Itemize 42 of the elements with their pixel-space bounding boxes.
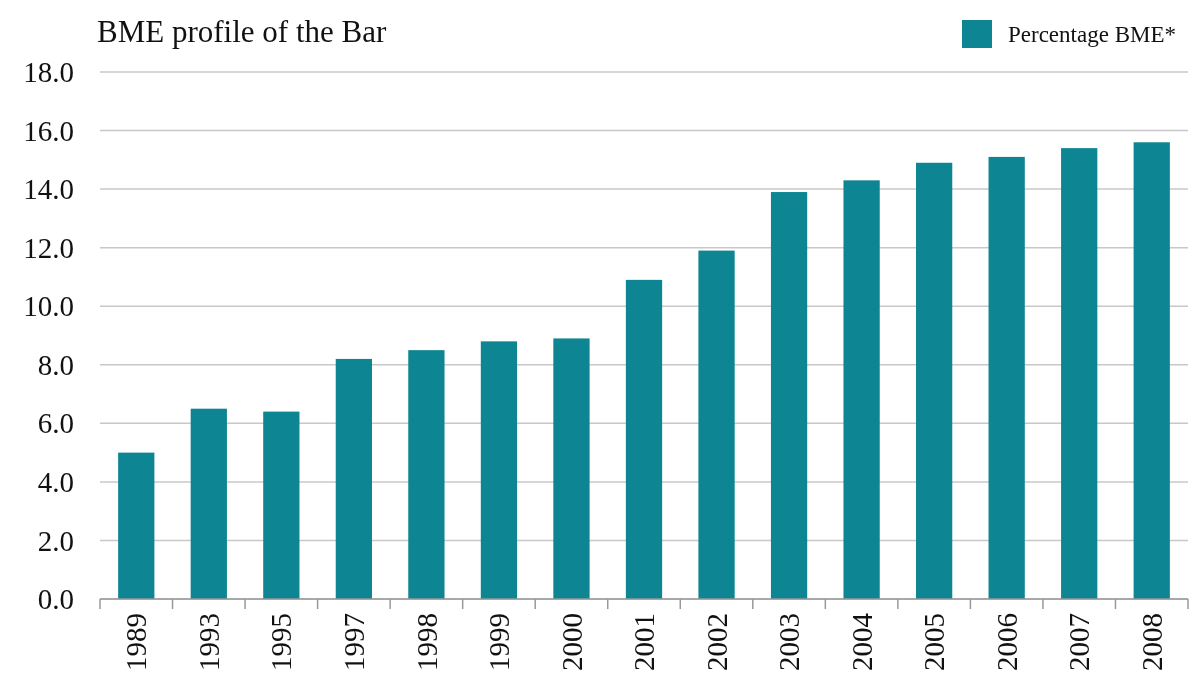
y-tick-label: 8.0 [37,348,74,381]
x-tick-label: 2005 [918,613,951,671]
x-tick-label: 1999 [483,613,516,671]
y-tick-label: 14.0 [23,173,74,206]
bar [335,358,372,599]
x-tick-label: 2008 [1135,613,1168,671]
x-tick-label: 2007 [1063,613,1096,671]
y-tick-label: 16.0 [23,114,74,147]
x-tick-label: 1995 [265,613,298,671]
bar [1061,148,1098,599]
bar [480,341,518,599]
bar [553,338,590,599]
bar [190,408,227,599]
y-tick-label: 18.0 [23,56,74,89]
bar [263,411,300,599]
legend-label: Percentage BME* [1008,22,1176,48]
x-tick-label: 1997 [338,613,371,671]
x-tick-label: 2004 [845,612,878,671]
bar [1133,142,1170,599]
x-tick-label: 2000 [555,613,588,671]
bar [698,250,735,599]
bar [988,156,1025,599]
y-tick-label: 6.0 [37,407,74,440]
y-tick-label: 2.0 [37,524,74,557]
y-tick-label: 12.0 [23,231,74,264]
bar [770,192,808,599]
chart-title: BME profile of the Bar [97,14,387,49]
x-tick-label: 1989 [120,613,153,671]
bar [625,279,663,599]
x-tick-label: 2006 [990,613,1023,671]
x-tick-label: 2002 [700,613,733,671]
bar [843,180,880,599]
bar [118,452,155,599]
bar [408,350,445,599]
y-tick-label: 10.0 [23,290,74,323]
y-tick-label: 4.0 [37,466,74,499]
x-tick-label: 2003 [773,613,806,671]
y-tick-label: 0.0 [37,583,74,616]
x-tick-label: 1998 [410,613,443,671]
bar [916,162,953,599]
x-tick-label: 2001 [628,613,661,671]
x-tick-label: 1993 [192,613,225,671]
